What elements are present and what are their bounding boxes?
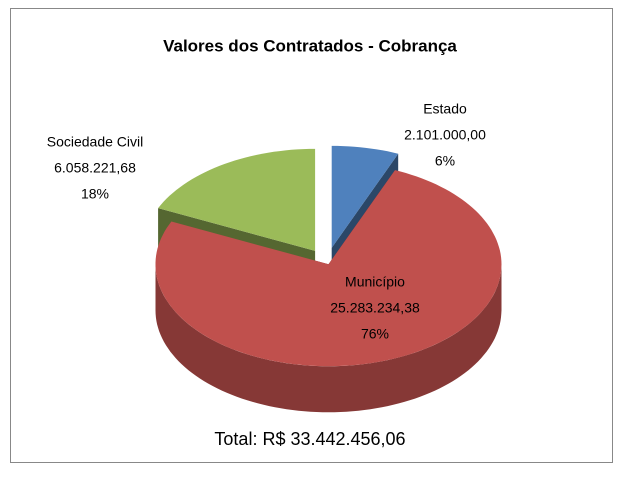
- pie-slice: [331, 145, 399, 248]
- total-label: Total: R$ 33.442.456,06: [214, 429, 405, 449]
- slice-label: Estado: [423, 101, 467, 117]
- chart-title: Valores dos Contratados - Cobrança: [163, 36, 457, 55]
- slice-value-label: 6.058.221,68: [54, 160, 136, 176]
- slice-percent-label: 76%: [361, 326, 389, 342]
- slice-percent-label: 6%: [435, 153, 455, 169]
- pie-slice: [158, 148, 316, 251]
- slice-value-label: 25.283.234,38: [330, 300, 420, 316]
- pie-side: [155, 264, 502, 413]
- slice-label: Município: [345, 274, 405, 290]
- slice-value-label: 2.101.000,00: [404, 127, 486, 143]
- slice-label: Sociedade Civil: [47, 134, 144, 150]
- slice-percent-label: 18%: [81, 186, 109, 202]
- pie-slice: [155, 170, 502, 367]
